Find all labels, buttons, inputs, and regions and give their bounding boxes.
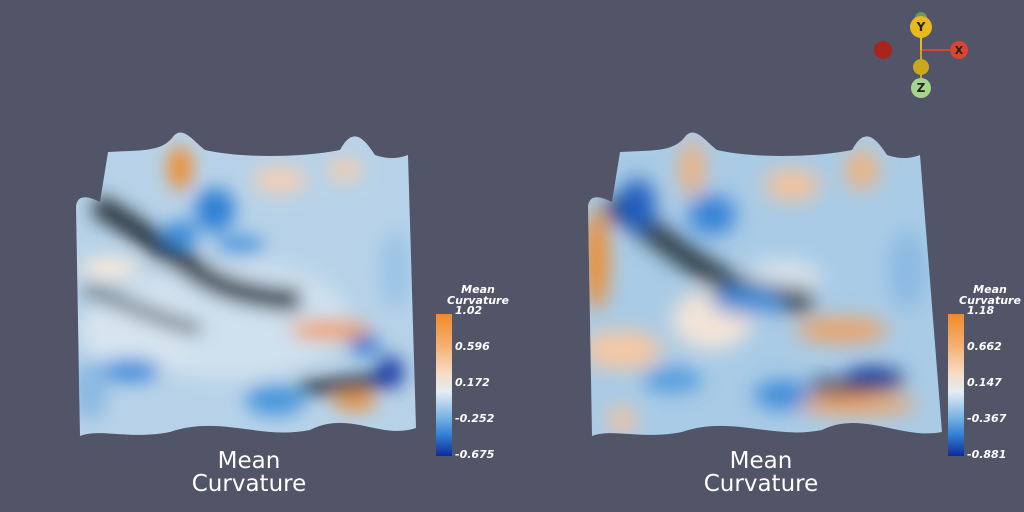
left-view-title-line1: Mean [217, 448, 281, 474]
z-axis-ball [911, 78, 931, 98]
left-view-title: Mean Curvature [149, 450, 349, 496]
right-legend-title-line1: Mean [973, 283, 1007, 296]
orientation-axes-widget[interactable]: Y Z X [864, 8, 974, 104]
left-surface-render[interactable] [0, 0, 512, 512]
right-legend-tick: 0.147 [967, 376, 1002, 389]
right-colorbar [948, 314, 964, 456]
right-view-title-line2: Curvature [703, 471, 819, 497]
right-view-title-line1: Mean [729, 448, 793, 474]
left-legend-tick: 0.172 [455, 376, 490, 389]
left-view-title-line2: Curvature [191, 471, 307, 497]
right-legend-tick: -0.881 [967, 448, 1007, 461]
left-legend-title-line2: Curvature [447, 294, 509, 307]
left-legend-title-line1: Mean [461, 283, 495, 296]
x-axis-label: X [955, 44, 964, 57]
left-legend-tick: 0.596 [455, 340, 490, 353]
right-view-title: Mean Curvature [661, 450, 861, 496]
y-axis-label: Y [916, 20, 926, 34]
right-legend-title: Mean Curvature [955, 284, 1024, 306]
right-legend-title-line2: Curvature [959, 294, 1021, 307]
left-legend-tick: -0.675 [455, 448, 495, 461]
right-surface-render[interactable] [512, 0, 1024, 512]
right-legend-tick: 0.662 [967, 340, 1002, 353]
y-axis-ball [910, 16, 932, 38]
right-legend-tick: -0.367 [967, 412, 1007, 425]
z-axis-label: Z [917, 81, 926, 95]
left-legend-title: Mean Curvature [443, 284, 513, 306]
left-legend-tick: 1.02 [455, 304, 483, 317]
x-axis-ball [950, 41, 968, 59]
neg-z-axis-ball [913, 59, 929, 75]
neg-x-axis-ball [874, 41, 892, 59]
right-legend-tick: 1.18 [967, 304, 995, 317]
left-colorbar [436, 314, 452, 456]
left-legend-tick: -0.252 [455, 412, 495, 425]
